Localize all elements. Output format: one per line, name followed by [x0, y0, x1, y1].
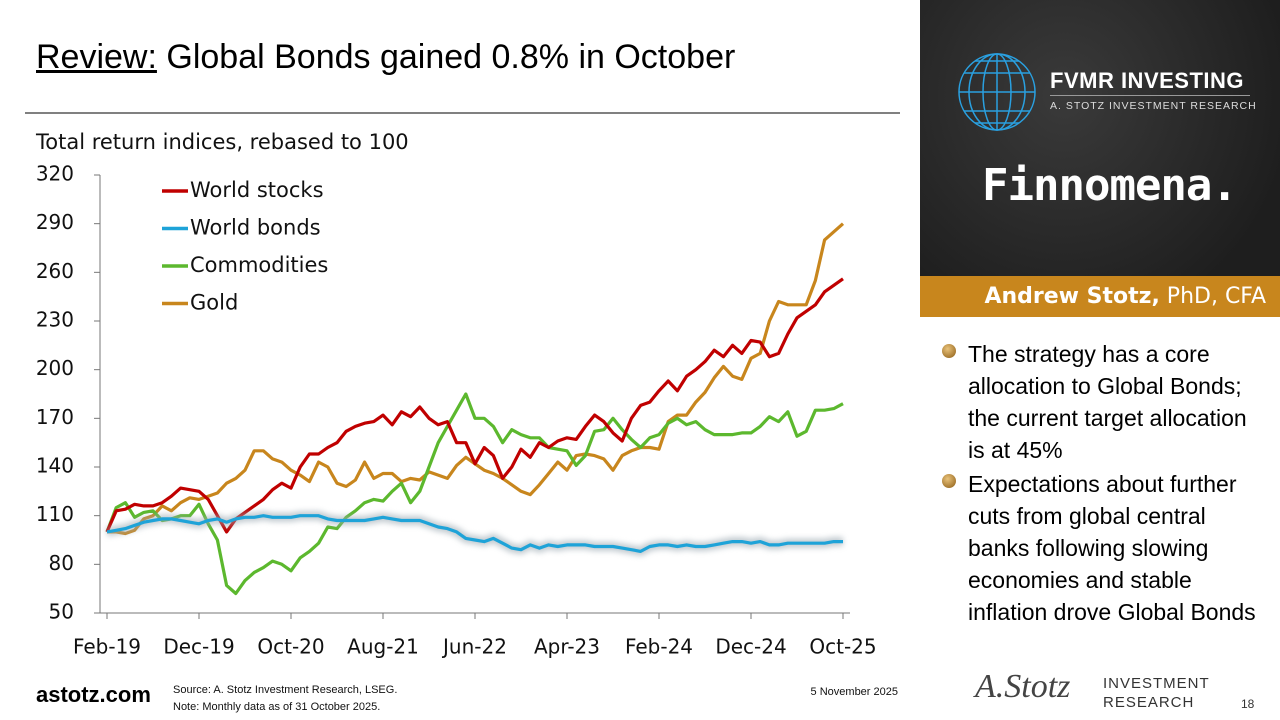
chart: Total return indices, rebased to 100 50 8…: [25, 112, 900, 659]
legend-label: World stocks: [190, 178, 324, 202]
author-name: Andrew Stotz,: [984, 284, 1160, 309]
date: 5 November 2025: [810, 686, 898, 698]
y-tick-label: 320: [36, 162, 74, 186]
y-tick-label: 170: [36, 405, 74, 429]
signature: A.Stotz: [975, 668, 1071, 705]
globe-logo: [958, 53, 1036, 131]
page-number: 18: [1241, 697, 1255, 711]
x-tick-label: Oct-20: [257, 635, 324, 659]
note-line: Note: Monthly data as of 31 October 2025…: [173, 701, 381, 713]
chart-title: Total return indices, rebased to 100: [35, 130, 409, 154]
slide-title: Review: Global Bonds gained 0.8% in Octo…: [36, 38, 735, 77]
series-line: [105, 392, 844, 596]
title-rest: Global Bonds gained 0.8% in October: [156, 38, 736, 76]
title-lead: Review:: [36, 38, 157, 76]
source: Source: A. Stotz Investment Research, LS…: [173, 682, 397, 716]
bullet: Expectations about further cuts from glo…: [940, 468, 1268, 628]
y-tick-label: 140: [36, 454, 74, 478]
series-line: [106, 514, 843, 553]
x-tick-label: Apr-23: [534, 635, 600, 659]
source-line: Source: A. Stotz Investment Research, LS…: [173, 684, 398, 696]
x-tick-label: Dec-19: [163, 635, 234, 659]
bullets: The strategy has a core allocation to Gl…: [940, 338, 1268, 630]
y-tick-label: 50: [49, 600, 74, 624]
partner: Finnomena.: [982, 160, 1238, 211]
y-tick-label: 200: [36, 356, 74, 380]
logo-line: RESEARCH: [1103, 694, 1195, 711]
author-bar: Andrew Stotz, PhD, CFA: [920, 276, 1280, 320]
footer-logo: INVESTMENT RESEARCH: [1103, 674, 1210, 712]
bullet: The strategy has a core allocation to Gl…: [940, 338, 1268, 466]
y-tick-label: 230: [36, 308, 74, 332]
x-tick-label: Aug-21: [347, 635, 419, 659]
y-tick-label: 290: [36, 210, 74, 234]
author-cred: PhD, CFA: [1159, 284, 1266, 309]
site: astotz.com: [36, 682, 151, 707]
legend-label: Gold: [190, 291, 238, 315]
brand: FVMR INVESTING: [1050, 68, 1245, 93]
brand-sub: A. STOTZ INVESTMENT RESEARCH: [1050, 100, 1257, 112]
x-tick-label: Oct-25: [809, 635, 876, 659]
x-tick-label: Dec-24: [715, 635, 786, 659]
y-tick-label: 260: [36, 259, 74, 283]
x-tick-label: Feb-24: [625, 635, 693, 659]
y-tick-label: 110: [36, 502, 74, 526]
logo-line: INVESTMENT: [1103, 675, 1210, 692]
legend-label: Commodities: [190, 253, 328, 277]
y-tick-label: 80: [49, 551, 74, 575]
sidebar-header: [920, 0, 1280, 320]
legend-label: World bonds: [190, 216, 321, 240]
x-tick-label: Feb-19: [73, 635, 141, 659]
brand-rule: [1050, 95, 1250, 96]
series-line: [105, 277, 844, 534]
x-tick-label: Jun-22: [441, 635, 507, 659]
